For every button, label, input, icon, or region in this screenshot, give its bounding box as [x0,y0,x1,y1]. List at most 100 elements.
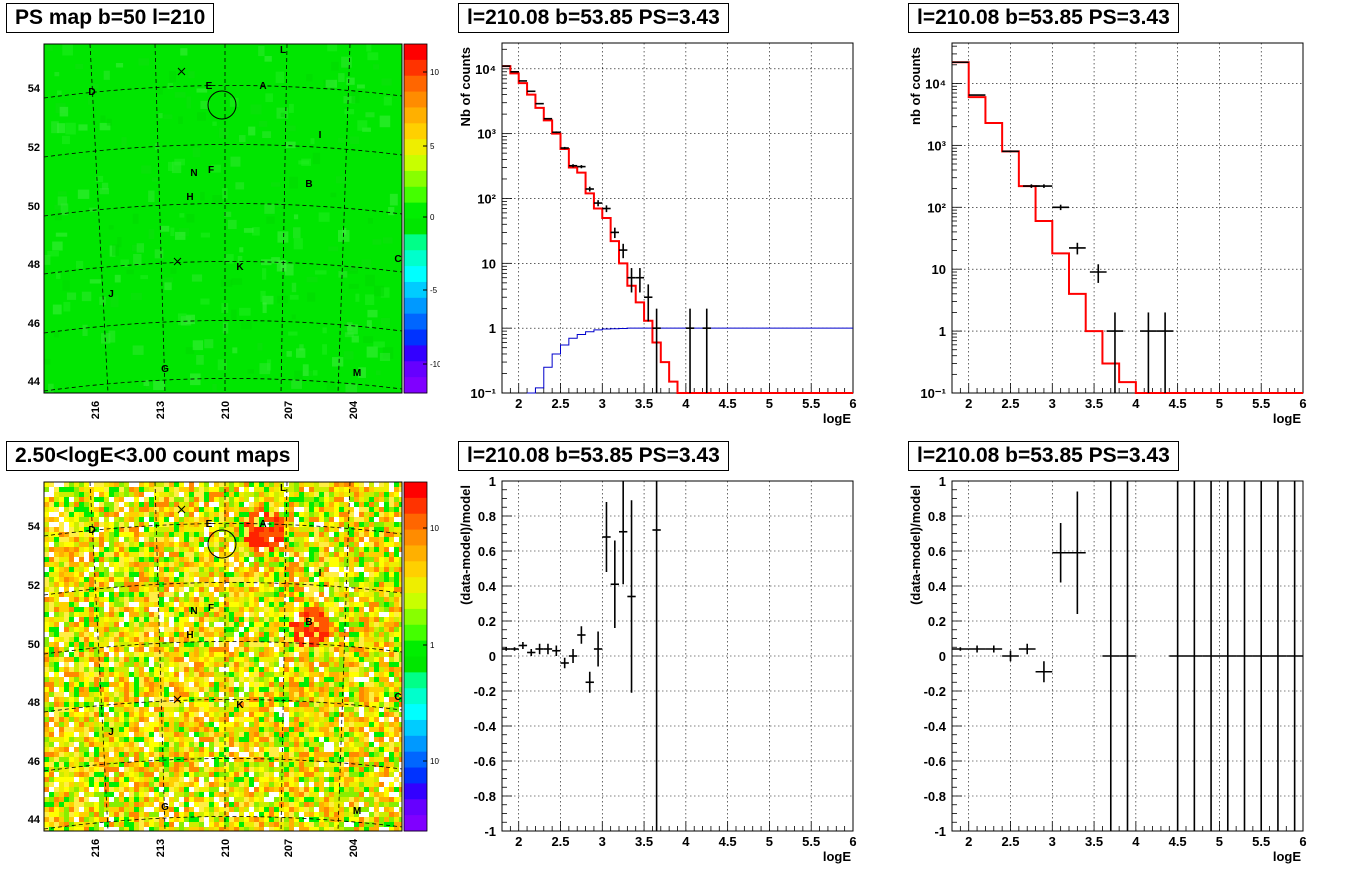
count-cell [229,617,234,622]
count-cell [389,777,394,782]
count-cell [59,537,64,542]
count-cell [244,617,249,622]
count-cell [194,512,199,517]
count-cell [359,557,364,562]
count-cell [334,532,339,537]
count-cell [399,607,402,612]
count-cell [159,637,164,642]
count-cell [234,727,239,732]
map-y-tick-label: 50 [28,201,40,213]
count-cell [304,672,309,677]
count-cell [184,502,189,507]
count-cell [49,717,54,722]
count-cell [164,667,169,672]
count-cell [269,707,274,712]
count-cell [394,682,399,687]
count-cell [179,747,184,752]
count-cell [264,697,269,702]
count-cell [329,617,334,622]
count-cell [309,547,314,552]
count-cell [84,772,89,777]
count-cell [394,662,399,667]
count-cell [154,502,159,507]
count-cell [109,797,114,802]
count-cell [264,802,269,807]
count-cell [254,627,259,632]
count-cell [44,597,49,602]
count-cell [94,592,99,597]
count-cell [154,587,159,592]
count-cell [269,657,274,662]
count-cell [54,637,59,642]
count-cell [234,582,239,587]
count-cell [94,507,99,512]
count-cell [349,662,354,667]
count-cell [389,657,394,662]
count-cell [234,692,239,697]
count-cell [229,667,234,672]
count-cell [364,797,369,802]
count-cell [384,622,389,627]
count-cell [289,562,294,567]
count-cell [299,787,304,792]
count-cell [304,547,309,552]
count-cell [169,782,174,787]
count-cell [234,687,239,692]
count-cell [259,567,264,572]
count-cell [169,772,174,777]
count-cell [379,662,384,667]
count-cell [129,742,134,747]
count-cell [169,482,174,487]
count-cell [194,577,199,582]
count-cell [44,682,49,687]
count-cell [79,592,84,597]
count-cell [204,642,209,647]
count-cell [209,637,214,642]
count-cell [329,792,334,797]
count-cell [299,602,304,607]
count-cell [224,677,229,682]
count-cell [389,562,394,567]
count-cell [284,682,289,687]
map-texture [106,118,112,126]
count-cell [49,512,54,517]
count-cell [194,732,199,737]
count-cell [374,757,379,762]
count-cell [374,727,379,732]
count-cell [279,497,284,502]
count-cell [164,627,169,632]
count-cell [214,607,219,612]
count-cell [339,512,344,517]
count-cell [314,567,319,572]
count-cell [99,657,104,662]
count-cell [119,617,124,622]
count-cell [219,647,224,652]
count-cell [154,517,159,522]
count-cell [284,747,289,752]
count-cell [374,747,379,752]
count-cell [304,802,309,807]
count-cell [294,787,299,792]
map-texture [52,241,63,251]
count-cell [344,677,349,682]
count-cell [354,567,359,572]
count-cell [159,657,164,662]
count-cell [334,712,339,717]
count-cell [384,612,389,617]
count-cell [349,777,354,782]
count-cell [259,592,264,597]
count-cell [109,552,114,557]
count-cell [129,657,134,662]
count-cell [324,507,329,512]
count-cell [254,777,259,782]
count-cell [299,572,304,577]
count-cell [394,677,399,682]
count-cell [269,777,274,782]
count-cell [319,582,324,587]
count-cell [269,632,274,637]
count-cell [109,592,114,597]
count-cell [269,647,274,652]
count-cell [254,762,259,767]
count-cell [159,757,164,762]
count-cell [369,562,374,567]
